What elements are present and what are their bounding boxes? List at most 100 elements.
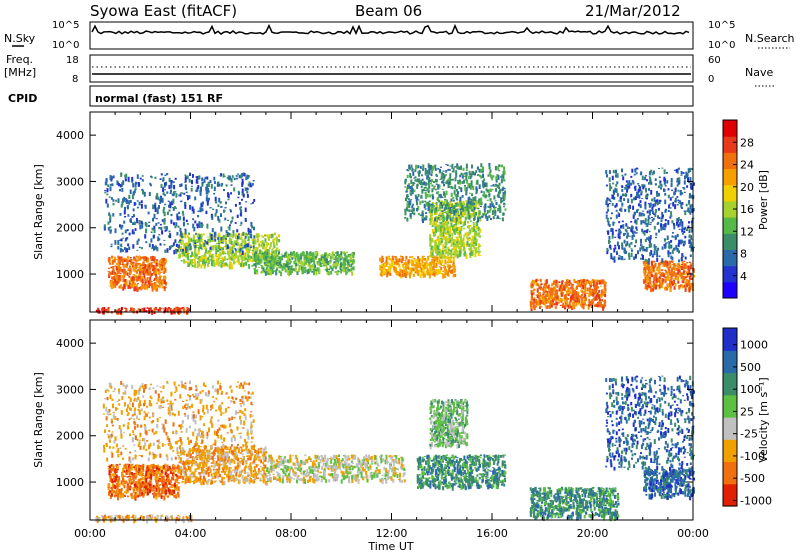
data-cell — [138, 256, 140, 258]
data-cell — [551, 288, 553, 292]
data-cell — [683, 276, 685, 281]
data-cell — [180, 201, 182, 202]
data-cell — [564, 295, 566, 299]
data-cell — [143, 274, 145, 278]
data-cell — [424, 204, 426, 208]
nsky-label: N.Sky — [4, 32, 36, 45]
data-cell — [434, 218, 436, 222]
data-cell — [133, 267, 135, 272]
data-cell — [186, 192, 188, 194]
data-cell — [282, 269, 284, 271]
data-cell — [633, 256, 635, 260]
data-cell — [260, 241, 262, 243]
data-cell — [457, 181, 459, 184]
data-cell — [170, 190, 172, 193]
data-cell — [179, 216, 181, 220]
data-cell — [445, 251, 447, 254]
data-cell — [543, 286, 545, 288]
data-cell — [449, 215, 451, 219]
data-cell — [309, 265, 311, 269]
data-cell — [533, 302, 535, 307]
data-cell — [415, 165, 417, 170]
data-cell — [439, 266, 441, 267]
data-cell — [585, 297, 587, 301]
data-cell — [406, 267, 408, 269]
data-cell — [422, 165, 424, 169]
data-cell — [271, 249, 273, 251]
data-cell — [479, 250, 481, 253]
data-cell — [114, 284, 116, 287]
data-cell — [445, 245, 447, 248]
freq-tick-top: 18 — [66, 55, 79, 66]
data-cell — [134, 268, 136, 273]
data-cell — [607, 230, 609, 235]
data-cell — [128, 181, 130, 182]
data-cell — [601, 299, 603, 301]
data-cell — [246, 234, 248, 235]
data-cell — [562, 299, 564, 302]
data-cell — [661, 269, 663, 271]
data-cell — [487, 210, 489, 213]
data-cell — [173, 181, 175, 183]
data-cell — [403, 269, 405, 273]
data-cell — [230, 262, 232, 266]
data-cell — [473, 242, 475, 245]
data-cell — [207, 257, 209, 260]
data-cell — [609, 187, 611, 191]
data-cell — [446, 200, 448, 203]
data-cell — [105, 199, 107, 204]
data-cell — [558, 300, 560, 301]
data-cell — [395, 267, 397, 270]
data-cell — [434, 186, 436, 187]
data-cell — [464, 174, 466, 176]
data-cell — [262, 253, 264, 254]
data-cell — [128, 270, 130, 271]
data-cell — [453, 274, 455, 277]
data-cell — [503, 206, 505, 207]
data-cell — [197, 225, 199, 228]
data-cell — [431, 174, 433, 177]
data-cell — [183, 223, 185, 225]
data-cell — [665, 270, 667, 271]
data-cell — [542, 295, 544, 297]
data-cell — [584, 294, 586, 297]
data-cell — [250, 231, 252, 234]
data-cell — [591, 293, 593, 296]
data-cell — [466, 254, 468, 259]
data-cell — [274, 258, 276, 262]
data-cell — [122, 250, 124, 252]
data-cell — [148, 280, 150, 284]
data-cell — [606, 248, 608, 251]
data-cell — [140, 178, 142, 180]
data-cell — [439, 241, 441, 246]
data-cell — [490, 218, 492, 220]
data-cell — [645, 288, 647, 290]
data-cell — [133, 208, 135, 211]
data-cell — [577, 292, 579, 294]
data-cell — [159, 277, 161, 281]
data-cell — [472, 236, 474, 239]
data-cell — [674, 286, 676, 290]
data-cell — [439, 204, 441, 208]
data-cell — [311, 261, 313, 263]
data-cell — [234, 178, 236, 180]
data-cell — [455, 222, 457, 226]
data-cell — [681, 284, 683, 287]
data-cell — [223, 210, 225, 213]
data-cell — [602, 279, 604, 284]
data-cell — [495, 207, 497, 208]
data-cell — [608, 236, 610, 240]
data-cell — [134, 275, 136, 278]
data-cell — [459, 187, 461, 189]
data-cell — [213, 255, 215, 260]
data-cell — [267, 249, 269, 251]
data-cell — [248, 264, 250, 269]
data-cell — [121, 307, 123, 310]
data-cell — [112, 266, 114, 271]
data-cell — [260, 259, 262, 263]
data-cell — [661, 258, 663, 263]
data-cell — [229, 176, 231, 181]
data-cell — [218, 243, 220, 244]
data-cell — [425, 215, 427, 220]
data-cell — [413, 268, 415, 271]
